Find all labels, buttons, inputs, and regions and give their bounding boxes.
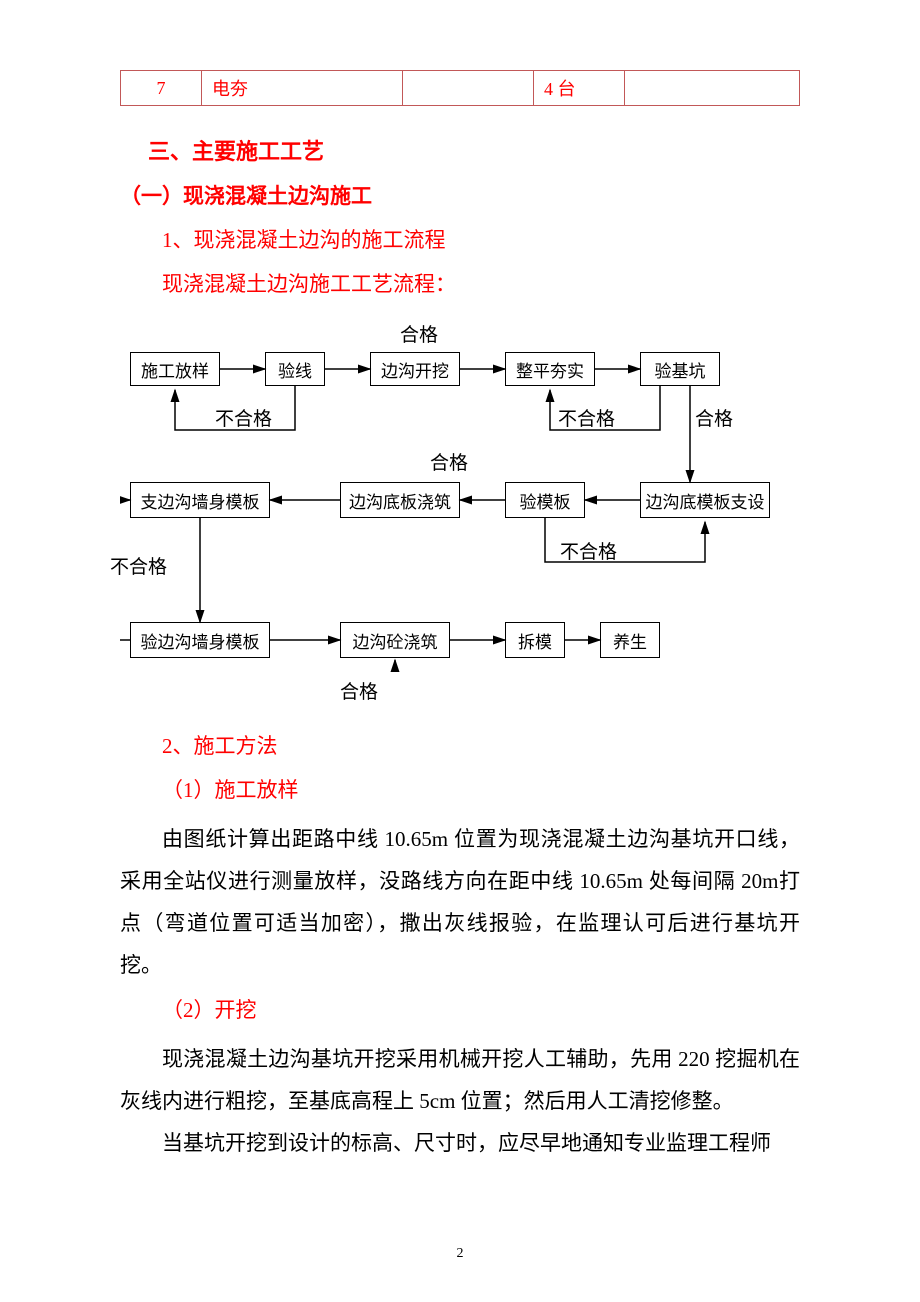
fc-label-pass-2: 合格 [430,448,468,475]
paragraph-3: 当基坑开挖到设计的标高、尺寸时，应尽早地通知专业监理工程师 [120,1122,800,1164]
process-flowchart: 施工放样 验线 边沟开挖 整平夯实 验基坑 边沟底模板支设 验模板 边沟底板浇筑… [120,312,800,712]
item-heading-1: 1、现浇混凝土边沟的施工流程 [120,224,800,254]
subsection-heading-1: （一）现浇混凝土边沟施工 [120,180,800,210]
cell-name: 电夯 [202,71,403,106]
fc-node-2: 验线 [265,352,325,386]
paragraph-2: 现浇混凝土边沟基坑开挖采用机械开挖人工辅助，先用 220 挖掘机在灰线内进行粗挖… [120,1038,800,1122]
fc-node-4: 整平夯实 [505,352,595,386]
fc-label-pass-r: 合格 [695,404,733,431]
fc-node-6: 边沟底模板支设 [640,482,770,518]
fc-label-fail-2: 不合格 [558,404,615,431]
fc-label-fail-4: 不合格 [110,552,167,579]
item-heading-2: 2、施工方法 [120,730,800,760]
fc-label-fail-1: 不合格 [215,404,272,431]
fc-node-11: 边沟砼浇筑 [340,622,450,658]
fc-label-pass-3: 合格 [340,677,378,704]
cell-qty: 4 台 [534,71,625,106]
cell-index: 7 [121,71,202,106]
fc-label-pass-1: 合格 [400,320,438,347]
section-heading-3: 三、主要施工工艺 [120,134,800,166]
fc-node-9: 支边沟墙身模板 [130,482,270,518]
step-heading-1: （1）施工放样 [120,774,800,804]
equipment-table: 7 电夯 4 台 [120,70,800,106]
fc-node-12: 拆模 [505,622,565,658]
fc-node-7: 验模板 [505,482,585,518]
process-intro-line: 现浇混凝土边沟施工工艺流程： [120,268,800,298]
fc-node-5: 验基坑 [640,352,720,386]
fc-label-fail-3: 不合格 [560,537,617,564]
fc-node-3: 边沟开挖 [370,352,460,386]
table-row: 7 电夯 4 台 [121,71,800,106]
cell-spec [403,71,534,106]
step-heading-2: （2）开挖 [120,994,800,1024]
cell-note [625,71,800,106]
fc-node-8: 边沟底板浇筑 [340,482,460,518]
fc-node-13: 养生 [600,622,660,658]
paragraph-1: 由图纸计算出距路中线 10.65m 位置为现浇混凝土边沟基坑开口线，采用全站仪进… [120,818,800,986]
fc-node-1: 施工放样 [130,352,220,386]
fc-node-10: 验边沟墙身模板 [130,622,270,658]
page-number: 2 [457,1246,464,1262]
